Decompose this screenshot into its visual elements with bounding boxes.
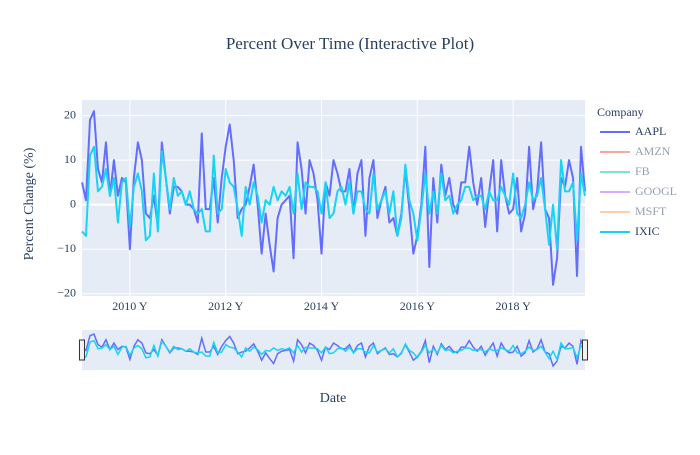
- series-line: [81, 145, 586, 251]
- slider-handle[interactable]: [582, 339, 588, 361]
- legend-label[interactable]: IXIC: [635, 224, 660, 238]
- y-tick-label: 0: [70, 196, 76, 210]
- chart-title: Percent Over Time (Interactive Plot): [226, 34, 474, 53]
- y-axis-label: Percent Change (%): [22, 147, 37, 260]
- range-slider[interactable]: [82, 330, 585, 370]
- y-tick-label: 10: [64, 152, 76, 166]
- y-tick-label: −10: [57, 241, 76, 255]
- x-tick-label: 2018 Y: [496, 299, 532, 313]
- legend-label[interactable]: MSFT: [635, 204, 667, 218]
- x-tick-label: 2014 Y: [304, 299, 340, 313]
- slider-handle[interactable]: [79, 339, 85, 361]
- legend-label[interactable]: AMZN: [635, 144, 671, 158]
- legend-label[interactable]: AAPL: [635, 124, 666, 138]
- y-tick-label: −20: [57, 286, 76, 300]
- x-axis-label: Date: [320, 391, 346, 406]
- x-tick-label: 2010 Y: [112, 299, 148, 313]
- x-tick-label: 2016 Y: [400, 299, 436, 313]
- plot-area: [82, 100, 585, 296]
- legend-label[interactable]: GOOGL: [635, 184, 677, 198]
- x-tick-label: 2012 Y: [208, 299, 244, 313]
- y-tick-label: 20: [64, 107, 76, 121]
- legend-title: Company: [597, 105, 644, 119]
- legend-label[interactable]: FB: [635, 164, 650, 178]
- slider-line: [81, 339, 586, 362]
